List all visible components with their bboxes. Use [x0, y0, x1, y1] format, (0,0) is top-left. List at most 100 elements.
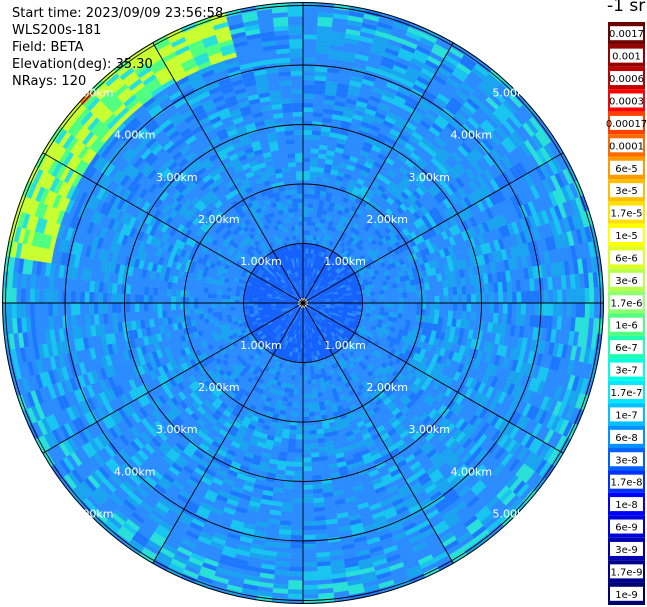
backscatter-cell: [292, 397, 299, 404]
backscatter-cell: [311, 461, 321, 467]
backscatter-cell: [302, 511, 315, 518]
backscatter-cell: [302, 70, 316, 76]
backscatter-cell: [308, 193, 315, 200]
backscatter-cell: [287, 447, 296, 454]
backscatter-cell: [302, 571, 318, 577]
backscatter-cell: [302, 97, 314, 104]
backscatter-cell: [389, 298, 395, 304]
backscatter-cell: [302, 471, 313, 477]
backscatter-cell: [406, 308, 413, 315]
backscatter-cell: [584, 287, 590, 304]
backscatter-cell: [397, 287, 403, 294]
backscatter-cell: [302, 34, 318, 40]
backscatter-cell: [307, 211, 313, 218]
backscatter-cell: [291, 406, 298, 413]
backscatter-cell: [290, 539, 304, 545]
backscatter-cell: [302, 389, 308, 395]
backscatter-cell: [584, 302, 590, 319]
backscatter-cell: [388, 311, 394, 318]
backscatter-cell: [411, 296, 417, 304]
backscatter-cell: [452, 310, 458, 320]
backscatter-cell: [307, 202, 314, 209]
backscatter-cell: [593, 302, 600, 319]
backscatter-cell: [302, 461, 312, 468]
backscatter-cell: [398, 302, 404, 309]
backscatter-cell: [521, 291, 527, 304]
backscatter-cell: [302, 16, 319, 22]
backscatter-cell: [302, 234, 307, 240]
backscatter-cell: [302, 552, 317, 559]
backscatter-cell: [507, 291, 513, 304]
backscatter-cell: [294, 448, 304, 454]
backscatter-cell: [302, 230, 307, 235]
backscatter-cell: [304, 343, 308, 349]
backscatter-cell: [309, 175, 317, 181]
backscatter-cell: [393, 292, 399, 299]
backscatter-cell: [302, 566, 318, 572]
backscatter-cell: [366, 295, 372, 300]
backscatter-cell: [402, 302, 408, 309]
backscatter-cell: [302, 584, 319, 590]
backscatter-cell: [293, 484, 304, 490]
backscatter-cell: [407, 297, 413, 304]
backscatter-cell: [309, 166, 318, 172]
backscatter-cell: [306, 230, 311, 236]
backscatter-cell: [447, 310, 454, 319]
backscatter-cell: [393, 307, 399, 314]
backscatter-cell: [302, 448, 312, 454]
backscatter-cell: [298, 380, 304, 386]
backscatter-cell: [308, 198, 315, 204]
backscatter-cell: [310, 452, 320, 458]
backscatter-cell: [288, 580, 304, 586]
backscatter-cell: [296, 416, 304, 422]
backscatter-cell: [296, 425, 304, 431]
backscatter-cell: [302, 466, 312, 472]
backscatter-cell: [302, 525, 316, 531]
backscatter-cell: [457, 294, 463, 304]
backscatter-cell: [371, 299, 376, 304]
backscatter-cell: [302, 166, 311, 172]
backscatter-cell: [375, 302, 381, 308]
backscatter-cell: [302, 443, 311, 449]
backscatter-cell: [348, 297, 354, 301]
backscatter-cell: [543, 289, 549, 304]
backscatter-cell: [302, 489, 314, 495]
backscatter-cell: [291, 516, 304, 522]
backscatter-cell: [287, 584, 304, 590]
backscatter-cell: [302, 243, 307, 249]
backscatter-cell: [530, 302, 536, 316]
backscatter-cell: [425, 309, 431, 317]
backscatter-cell: [308, 411, 316, 417]
backscatter-cell: [287, 589, 304, 595]
backscatter-cell: [484, 302, 490, 313]
backscatter-cell: [397, 312, 403, 319]
backscatter-cell: [530, 290, 536, 304]
backscatter-cell: [388, 288, 394, 295]
backscatter-cell: [302, 589, 319, 595]
backscatter-cell: [294, 461, 304, 468]
backscatter-cell: [302, 152, 312, 158]
backscatter-cell: [302, 393, 309, 399]
backscatter-cell: [290, 530, 304, 536]
backscatter-cell: [305, 352, 309, 358]
backscatter-cell: [375, 294, 381, 300]
backscatter-cell: [302, 143, 312, 149]
backscatter-cell: [392, 312, 399, 319]
backscatter-cell: [312, 488, 324, 495]
backscatter-cell: [292, 489, 304, 495]
backscatter-cell: [392, 287, 399, 294]
backscatter-cell: [313, 198, 320, 205]
backscatter-cell: [302, 407, 309, 413]
backscatter-cell: [407, 302, 413, 309]
backscatter-cell: [302, 366, 307, 372]
backscatter-cell: [302, 193, 309, 199]
backscatter-cell: [393, 297, 399, 304]
backscatter-cell: [295, 439, 304, 445]
backscatter-cell: [443, 302, 449, 311]
backscatter-cell: [543, 302, 549, 317]
backscatter-cell: [309, 429, 317, 435]
backscatter-cell: [289, 552, 304, 559]
backscatter-cell: [438, 309, 445, 318]
backscatter-cell: [379, 290, 385, 296]
